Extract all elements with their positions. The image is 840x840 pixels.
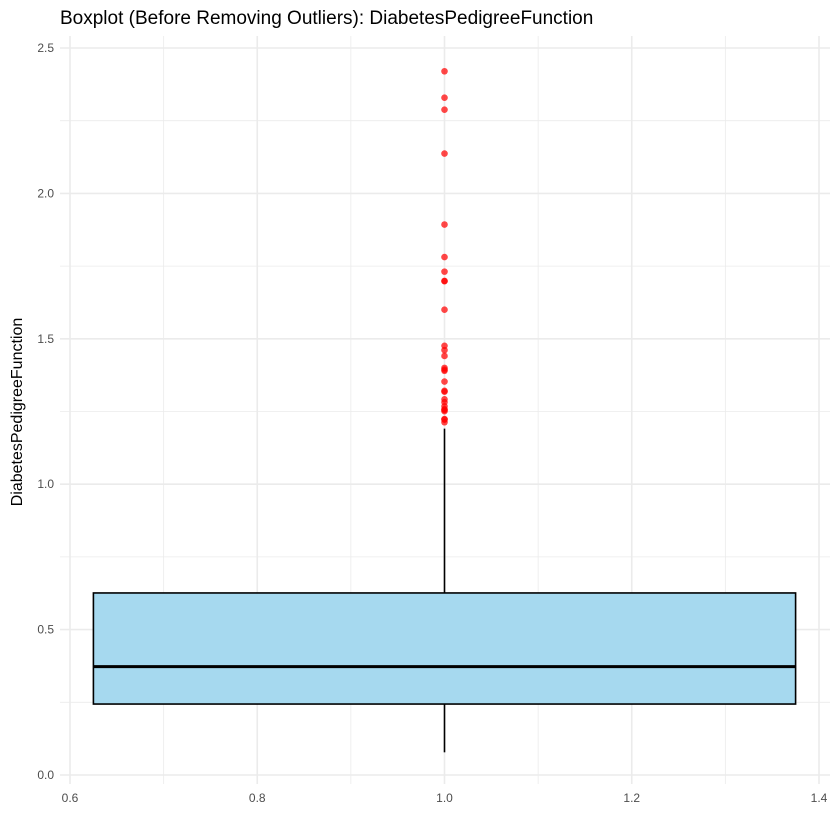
outlier-layer <box>441 67 448 426</box>
y-tick-label: 0.5 <box>37 623 54 637</box>
outlier-point <box>441 253 448 261</box>
outlier-point <box>441 346 448 354</box>
y-tick-label: 2.5 <box>37 41 54 55</box>
y-tick-label: 2.0 <box>37 186 54 200</box>
chart-title: Boxplot (Before Removing Outliers): Diab… <box>60 8 593 29</box>
outlier-point <box>441 277 448 285</box>
x-tick-label: 1.4 <box>811 791 828 805</box>
y-tick-label: 0.0 <box>37 768 54 782</box>
outlier-point <box>441 367 448 375</box>
y-axis-ticks: 0.0 0.5 1.0 1.5 2.0 2.5 <box>37 41 54 782</box>
iqr-box <box>92 592 797 705</box>
outlier-point <box>441 306 448 314</box>
x-tick-label: 0.6 <box>62 791 79 805</box>
outlier-point <box>441 268 448 275</box>
outlier-point <box>441 106 448 113</box>
outlier-point <box>441 407 448 415</box>
box-layer <box>92 428 797 753</box>
x-tick-label: 0.8 <box>249 791 266 805</box>
y-tick-label: 1.5 <box>37 332 54 346</box>
outlier-point <box>441 150 448 157</box>
x-axis-ticks: 0.6 0.8 1.0 1.2 1.4 <box>62 791 828 805</box>
outlier-point <box>441 418 448 426</box>
outlier-point <box>441 378 448 385</box>
outlier-point <box>441 221 448 228</box>
outlier-point <box>441 352 448 360</box>
y-axis-title: DiabetesPedigreeFunction <box>9 318 26 507</box>
x-tick-label: 1.0 <box>436 791 453 805</box>
x-tick-label: 1.2 <box>623 791 640 805</box>
outlier-point <box>441 67 448 75</box>
outlier-point <box>441 94 448 102</box>
y-tick-label: 1.0 <box>37 477 54 491</box>
outlier-point <box>441 388 448 396</box>
